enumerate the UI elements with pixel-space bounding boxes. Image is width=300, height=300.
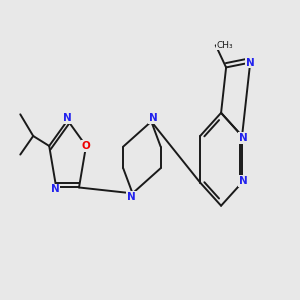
Text: N: N xyxy=(51,184,60,194)
Text: CH₃: CH₃ xyxy=(217,41,233,50)
Text: O: O xyxy=(82,141,90,151)
Text: N: N xyxy=(239,176,248,186)
Text: N: N xyxy=(148,113,157,123)
Text: N: N xyxy=(239,133,248,143)
Text: N: N xyxy=(127,192,136,202)
Text: N: N xyxy=(246,58,255,68)
Text: N: N xyxy=(63,113,72,123)
